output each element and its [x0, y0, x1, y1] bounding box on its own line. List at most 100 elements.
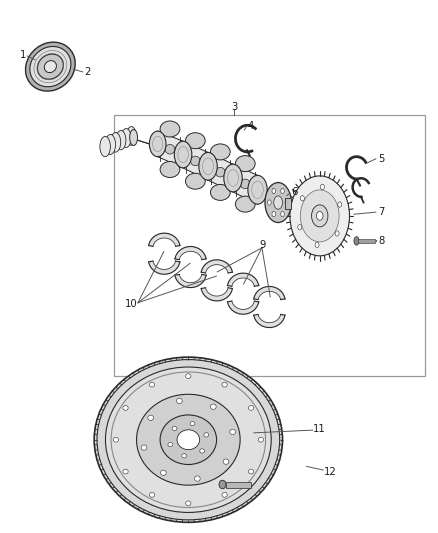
Ellipse shape — [123, 406, 128, 410]
Ellipse shape — [222, 382, 227, 387]
Ellipse shape — [317, 212, 323, 220]
Ellipse shape — [190, 422, 195, 426]
Ellipse shape — [272, 212, 276, 217]
Ellipse shape — [182, 454, 187, 458]
Text: 8: 8 — [378, 236, 384, 246]
Ellipse shape — [186, 133, 205, 149]
Ellipse shape — [248, 175, 267, 204]
Ellipse shape — [274, 196, 283, 209]
Ellipse shape — [258, 437, 264, 442]
Ellipse shape — [44, 61, 57, 72]
Ellipse shape — [311, 205, 328, 227]
Ellipse shape — [268, 200, 271, 205]
Polygon shape — [254, 287, 285, 300]
Polygon shape — [233, 164, 258, 204]
Ellipse shape — [335, 231, 339, 236]
Ellipse shape — [321, 184, 325, 190]
Ellipse shape — [172, 426, 177, 431]
Ellipse shape — [300, 196, 304, 201]
Polygon shape — [158, 131, 183, 168]
Ellipse shape — [160, 415, 216, 464]
Ellipse shape — [224, 164, 242, 192]
Ellipse shape — [137, 394, 240, 485]
Ellipse shape — [149, 492, 155, 497]
Ellipse shape — [210, 184, 230, 200]
Text: 2: 2 — [85, 67, 91, 77]
Polygon shape — [148, 233, 180, 246]
Ellipse shape — [168, 442, 173, 447]
Ellipse shape — [123, 469, 128, 474]
Polygon shape — [227, 301, 259, 314]
Ellipse shape — [315, 242, 319, 247]
Ellipse shape — [248, 469, 254, 474]
Ellipse shape — [186, 501, 191, 506]
Ellipse shape — [37, 54, 64, 79]
Ellipse shape — [130, 130, 138, 146]
Text: 11: 11 — [313, 424, 326, 434]
Bar — [114, 115, 425, 376]
Ellipse shape — [94, 357, 283, 522]
Text: 7: 7 — [378, 207, 384, 217]
Ellipse shape — [121, 128, 131, 148]
Ellipse shape — [186, 374, 191, 378]
Ellipse shape — [174, 141, 192, 168]
Polygon shape — [227, 273, 259, 286]
Ellipse shape — [354, 237, 359, 245]
Ellipse shape — [116, 131, 126, 150]
Ellipse shape — [236, 196, 255, 212]
Ellipse shape — [186, 173, 205, 189]
Polygon shape — [183, 141, 208, 180]
Text: 9: 9 — [260, 240, 266, 250]
Ellipse shape — [222, 492, 227, 497]
Ellipse shape — [148, 415, 153, 421]
Polygon shape — [175, 247, 206, 260]
Ellipse shape — [127, 127, 136, 146]
Ellipse shape — [290, 176, 350, 256]
Text: 12: 12 — [324, 467, 337, 477]
Ellipse shape — [272, 188, 276, 193]
Ellipse shape — [265, 182, 291, 223]
Bar — [226, 482, 251, 488]
Ellipse shape — [97, 360, 280, 520]
Ellipse shape — [25, 42, 75, 91]
Ellipse shape — [204, 433, 209, 437]
Ellipse shape — [165, 144, 175, 154]
Ellipse shape — [240, 179, 250, 189]
Bar — [358, 239, 375, 243]
Ellipse shape — [285, 200, 289, 205]
Ellipse shape — [106, 367, 271, 512]
Ellipse shape — [281, 212, 284, 217]
Ellipse shape — [338, 202, 342, 207]
Ellipse shape — [219, 480, 226, 489]
Ellipse shape — [300, 190, 339, 242]
Ellipse shape — [199, 152, 217, 180]
Bar — [285, 198, 291, 209]
Polygon shape — [208, 152, 233, 192]
Polygon shape — [201, 288, 233, 301]
Ellipse shape — [215, 167, 225, 177]
Ellipse shape — [223, 459, 229, 464]
Ellipse shape — [113, 437, 118, 442]
Text: 3: 3 — [231, 102, 237, 111]
Ellipse shape — [105, 134, 116, 155]
Ellipse shape — [100, 136, 110, 157]
Ellipse shape — [160, 161, 180, 177]
Text: 10: 10 — [125, 299, 138, 309]
Polygon shape — [201, 260, 233, 273]
Ellipse shape — [177, 430, 200, 450]
Ellipse shape — [30, 46, 71, 87]
Ellipse shape — [110, 133, 121, 152]
Polygon shape — [254, 314, 285, 327]
Ellipse shape — [177, 398, 182, 403]
Polygon shape — [148, 261, 180, 274]
Ellipse shape — [200, 449, 205, 453]
Ellipse shape — [281, 188, 284, 193]
Ellipse shape — [210, 144, 230, 160]
Text: 6: 6 — [291, 187, 297, 197]
Ellipse shape — [236, 156, 255, 172]
Text: 4: 4 — [247, 121, 254, 131]
Ellipse shape — [160, 470, 166, 475]
Ellipse shape — [149, 382, 155, 387]
Ellipse shape — [160, 121, 180, 137]
Text: 1: 1 — [20, 50, 26, 60]
